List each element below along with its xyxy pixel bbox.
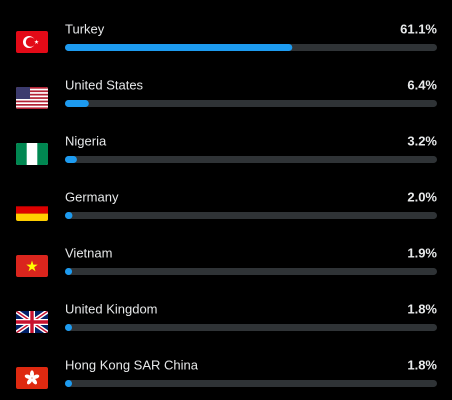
value-label: 6.4% [407,77,437,92]
bar [65,100,89,107]
bar-track [65,156,437,163]
bar [65,324,72,331]
value-label: 2.0% [407,189,437,204]
bar-track [65,268,437,275]
flag [16,199,48,221]
value-label: 61.1% [400,21,437,36]
flag [16,311,48,333]
bar [65,380,72,387]
category-label: Vietnam [65,245,112,260]
bar-track [65,380,437,387]
value-label: 1.8% [407,357,437,372]
bar [65,268,73,275]
flag [16,31,48,53]
category-label: Nigeria [65,133,107,148]
bar [65,44,293,51]
bar-track [65,324,437,331]
category-label: Turkey [65,21,105,36]
category-label: Hong Kong SAR China [65,357,199,372]
value-label: 1.9% [407,245,437,260]
category-label: United Kingdom [65,301,158,316]
flag [16,143,48,165]
category-label: Germany [65,189,119,204]
bar [65,212,73,219]
bar-track [65,100,437,107]
flag [16,367,48,389]
value-label: 1.8% [407,301,437,316]
value-label: 3.2% [407,133,437,148]
flag [16,87,48,109]
flag [16,255,48,277]
bar [65,156,77,163]
category-label: United States [65,77,144,92]
bar-track [65,212,437,219]
